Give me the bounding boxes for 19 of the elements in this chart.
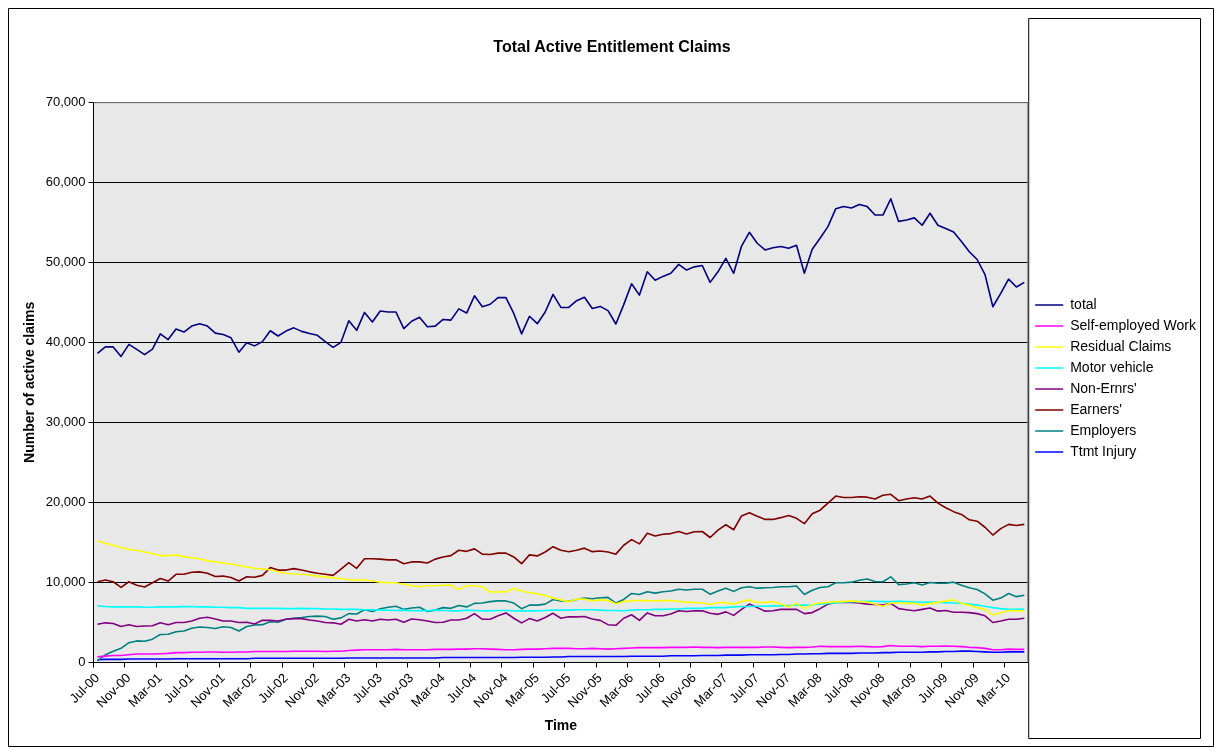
y-tick-label: 10,000 (45, 574, 86, 590)
legend-label: Motor vehicle (1070, 358, 1154, 375)
y-axis-title: Number of active claims (21, 301, 38, 463)
legend-label: Residual Claims (1070, 337, 1172, 354)
y-tick-label: 70,000 (45, 93, 86, 109)
legend-label: total (1070, 295, 1097, 312)
y-tick-label: 40,000 (45, 333, 86, 349)
y-tick-label: 50,000 (45, 253, 86, 269)
legend-label: Non-Ernrs' (1070, 379, 1137, 396)
y-tick-label: 60,000 (45, 173, 86, 189)
legend-label: Ttmt Injury (1070, 442, 1137, 459)
legend-label: Self-employed Work (1070, 316, 1197, 333)
legend-label: Earners' (1070, 400, 1122, 417)
x-axis-title: Time (544, 717, 578, 734)
y-tick-label: 0 (78, 654, 86, 670)
chart-title: Total Active Entitlement Claims (493, 38, 731, 56)
y-tick-label: 30,000 (45, 413, 86, 429)
legend-label: Employers (1070, 421, 1137, 438)
y-tick-label: 20,000 (45, 494, 86, 510)
